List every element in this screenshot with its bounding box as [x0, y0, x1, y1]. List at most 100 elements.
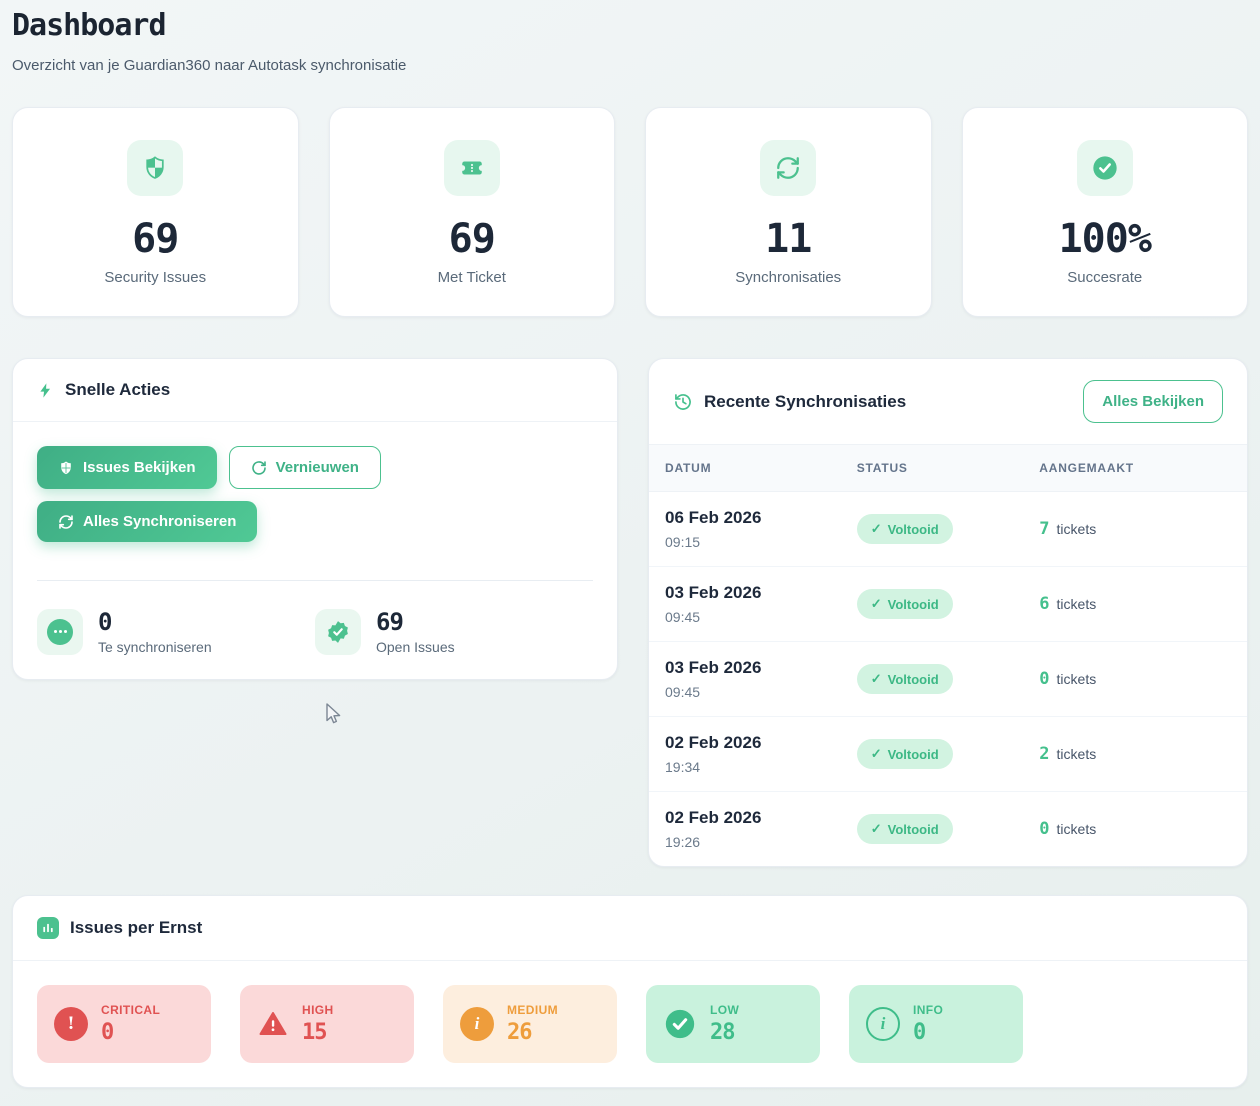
status-badge: ✓ Voltooid: [856, 739, 953, 769]
quick-actions-body: Issues Bekijken Vernieuwen Alles Sy: [13, 422, 617, 679]
info-circle-icon: i: [460, 1007, 494, 1041]
severity-label: HIGH: [302, 1003, 334, 1017]
sync-icon: [59, 514, 73, 529]
status-text: Voltooid: [887, 596, 939, 612]
severity-label: INFO: [913, 1003, 944, 1017]
stat-label: Security Issues: [104, 269, 207, 286]
table-row: 02 Feb 2026 19:26 ✓ Voltooid 0 tickets: [649, 792, 1247, 866]
column-header-datum: DATUM: [665, 461, 712, 475]
severity-card-high: HIGH 15: [240, 985, 414, 1063]
status-text: Voltooid: [887, 521, 939, 537]
quick-actions-header: Snelle Acties: [13, 359, 617, 422]
column-header-status: STATUS: [856, 461, 908, 475]
stat-card-synchronisaties: 11 Synchronisaties: [645, 107, 932, 317]
severity-card-medium: i MEDIUM 26: [443, 985, 617, 1063]
sync-date: 03 Feb 2026: [665, 658, 762, 677]
sync-icon: [760, 140, 817, 196]
ticket-icon: [443, 140, 500, 196]
ticket-count: 2: [1039, 744, 1050, 764]
check-circle-icon: [1076, 140, 1133, 196]
stat-value: 69: [448, 216, 496, 262]
severity-value: 26: [507, 1020, 533, 1045]
badge-check-icon: [315, 608, 361, 655]
status-badge: ✓ Voltooid: [856, 589, 953, 619]
alert-circle-icon: !: [54, 1007, 88, 1041]
sync-time: 19:34: [665, 759, 701, 775]
check-circle-icon: [665, 1009, 695, 1039]
sync-date: 03 Feb 2026: [665, 583, 762, 602]
status-text: Voltooid: [887, 746, 939, 762]
stat-card-security-issues: 69 Security Issues: [12, 107, 299, 317]
refresh-icon: [251, 460, 266, 475]
page-subtitle: Overzicht van je Guardian360 naar Autota…: [12, 57, 407, 74]
table-row: 06 Feb 2026 09:15 ✓ Voltooid 7 tickets: [649, 492, 1247, 567]
history-icon: [675, 393, 691, 410]
severity-value: 0: [913, 1020, 926, 1045]
vernieuwen-button[interactable]: Vernieuwen: [228, 446, 381, 489]
lightning-icon: [40, 382, 51, 398]
button-label: Vernieuwen: [275, 459, 359, 476]
info-outline-icon: i: [866, 1007, 900, 1041]
mini-stat-label: Open Issues: [376, 639, 455, 655]
check-icon: ✓: [870, 671, 882, 686]
severity-value: 28: [710, 1020, 736, 1045]
sync-date: 02 Feb 2026: [665, 733, 762, 752]
ticket-count: 0: [1039, 669, 1050, 689]
sync-time: 09:15: [665, 534, 701, 550]
table-header: DATUM STATUS AANGEMAAKT: [649, 445, 1247, 492]
sync-date: 02 Feb 2026: [665, 808, 762, 827]
status-text: Voltooid: [887, 671, 939, 687]
button-label: Issues Bekijken: [83, 459, 196, 476]
button-label: Alles Synchroniseren: [83, 513, 237, 530]
issues-bekijken-button[interactable]: Issues Bekijken: [37, 446, 217, 489]
warning-triangle-icon: [259, 1012, 287, 1035]
alles-bekijken-button[interactable]: Alles Bekijken: [1083, 380, 1223, 423]
stat-card-met-ticket: 69 Met Ticket: [328, 107, 615, 317]
panel-title: Recente Synchronisaties: [704, 391, 907, 411]
ticket-count: 7: [1039, 519, 1050, 539]
ticket-label: tickets: [1056, 671, 1097, 687]
sync-date: 06 Feb 2026: [665, 508, 762, 527]
severity-panel: Issues per Ernst ! CRITICAL 0 HIGH 15: [12, 895, 1248, 1088]
status-badge: ✓ Voltooid: [856, 514, 953, 544]
mini-stat-value: 0: [98, 608, 112, 636]
alles-synchroniseren-button[interactable]: Alles Synchroniseren: [37, 501, 258, 542]
stat-value: 69: [132, 216, 179, 262]
severity-label: CRITICAL: [101, 1003, 161, 1017]
sync-time: 19:26: [665, 834, 701, 850]
recent-syncs-panel: Recente Synchronisaties Alles Bekijken D…: [648, 358, 1248, 867]
stat-label: Synchronisaties: [735, 269, 842, 286]
shield-icon: [127, 140, 184, 196]
sync-time: 09:45: [665, 609, 701, 625]
stat-label: Succesrate: [1067, 269, 1143, 286]
divider: [37, 580, 593, 581]
severity-value: 0: [101, 1020, 114, 1045]
severity-label: MEDIUM: [507, 1003, 559, 1017]
mini-stat-label: Te synchroniseren: [98, 639, 212, 655]
mini-stat-open-issues: 69 Open Issues: [315, 608, 593, 655]
ticket-label: tickets: [1056, 821, 1097, 837]
stat-value: 100%: [1058, 216, 1152, 262]
check-icon: ✓: [870, 821, 882, 836]
severity-header: Issues per Ernst: [13, 896, 1247, 961]
ellipsis-circle-icon: [37, 608, 83, 655]
ticket-label: tickets: [1056, 746, 1097, 762]
column-header-aangemaakt: AANGEMAAKT: [1039, 461, 1134, 475]
stat-value: 11: [765, 216, 812, 262]
status-badge: ✓ Voltooid: [856, 814, 953, 844]
page-title: Dashboard: [12, 8, 167, 43]
ticket-count: 6: [1039, 594, 1050, 614]
panel-title: Issues per Ernst: [70, 918, 203, 937]
quick-action-buttons: Issues Bekijken Vernieuwen Alles Sy: [37, 446, 467, 542]
table-row: 03 Feb 2026 09:45 ✓ Voltooid 0 tickets: [649, 642, 1247, 717]
status-badge: ✓ Voltooid: [856, 664, 953, 694]
status-text: Voltooid: [887, 821, 939, 837]
severity-cards: ! CRITICAL 0 HIGH 15 i: [13, 961, 1247, 1087]
mini-stat-te-synchroniseren: 0 Te synchroniseren: [37, 608, 315, 655]
check-icon: ✓: [870, 746, 882, 761]
bar-chart-icon: [37, 917, 59, 939]
sync-time: 09:45: [665, 684, 701, 700]
quick-actions-panel: Snelle Acties Issues Bekijken: [12, 358, 618, 680]
check-icon: ✓: [870, 521, 882, 536]
